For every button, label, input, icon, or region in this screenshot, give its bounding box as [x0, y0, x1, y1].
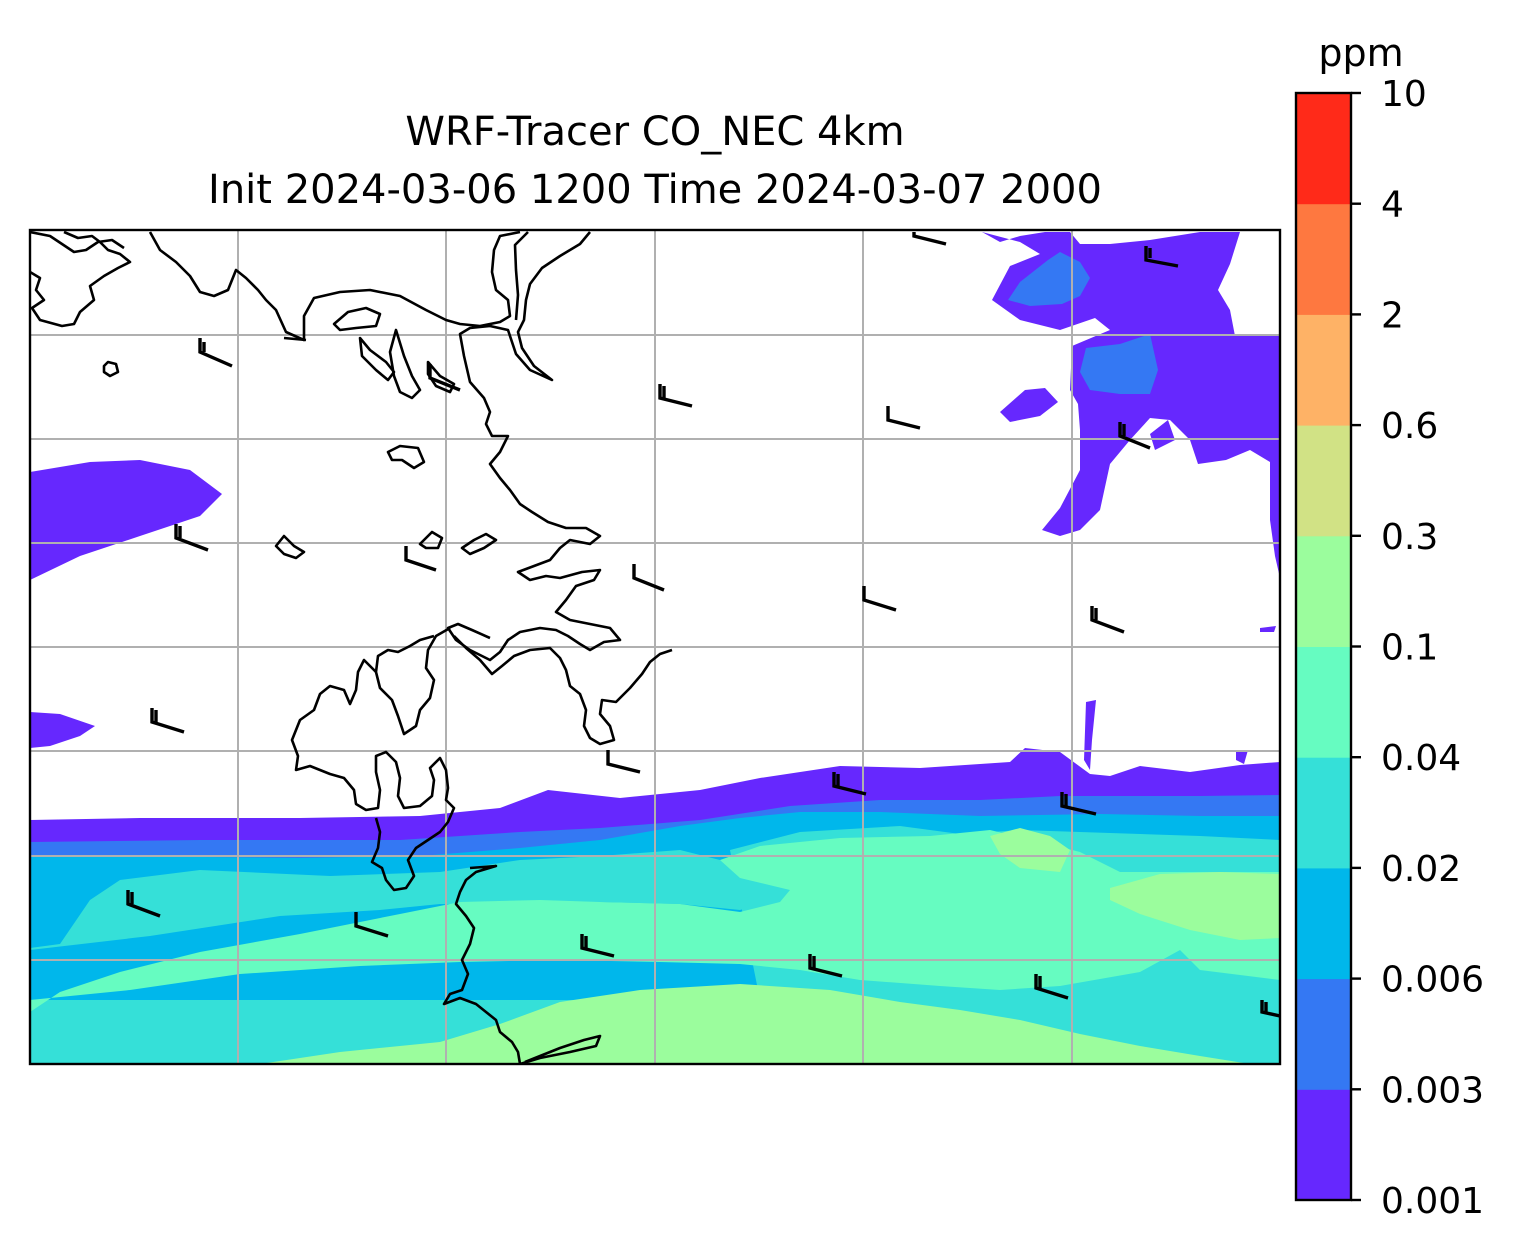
- colorbar-segment: [1296, 867, 1351, 980]
- colorbar-segment: [1296, 646, 1351, 758]
- colorbar-segment: [1296, 757, 1351, 869]
- east-blob: [1236, 750, 1248, 764]
- map-title-line1: WRF-Tracer CO_NEC 4km: [405, 109, 905, 155]
- colorbar-tick-label: 0.04: [1381, 738, 1461, 779]
- northeast-patch-core-1: [1008, 252, 1090, 306]
- wind-barbs: [126, 232, 1280, 1018]
- coastline: [30, 230, 673, 1064]
- colorbar-tick-label: 0.001: [1381, 1181, 1484, 1222]
- colorbar-segment: [1296, 93, 1351, 205]
- colorbar-segment: [1296, 314, 1351, 426]
- colorbar-tick-label: 0.3: [1381, 517, 1438, 558]
- colorbar-segment: [1296, 425, 1351, 537]
- colorbar-tick-label: 0.006: [1381, 960, 1484, 1001]
- northeast-patch: [982, 232, 1280, 578]
- colorbar-unit-label: ppm: [1318, 31, 1403, 75]
- colorbar-segment: [1296, 978, 1351, 1090]
- colorbar-ticks: 0.001 0.003 0.006 0.02 0.04 0.1 0.3 0.6 2 4 10: [1351, 74, 1484, 1222]
- east-spike: [1084, 700, 1096, 770]
- colorbar-tick-label: 0.003: [1381, 1070, 1484, 1111]
- colorbar-segment: [1296, 203, 1351, 315]
- gridlines: [30, 230, 1280, 1064]
- map-panel: [30, 230, 1280, 1064]
- colorbar-tick-label: 0.1: [1381, 628, 1438, 669]
- west-patch-south: [30, 712, 95, 748]
- colorbar-tick-label: 2: [1381, 295, 1404, 336]
- east-edge-sliver: [1260, 626, 1276, 632]
- colorbar-segment: [1296, 1089, 1351, 1201]
- colorbar-segment: [1296, 535, 1351, 647]
- colorbar-tick-label: 0.02: [1381, 849, 1461, 890]
- map-frame: [28, 228, 1282, 1066]
- colorbar-tick-label: 0.6: [1381, 406, 1438, 447]
- concentration-patches: [30, 232, 1280, 770]
- west-patch-north: [30, 460, 222, 580]
- colorbar-tick-label: 10: [1381, 74, 1427, 115]
- colorbar-segments: [1296, 93, 1351, 1201]
- band-0.1: [260, 828, 1280, 1064]
- map-title-line2: Init 2024-03-06 1200 Time 2024-03-07 200…: [208, 167, 1102, 213]
- northeast-patch-core-2: [1080, 334, 1158, 394]
- colorbar-tick-label: 4: [1381, 185, 1404, 226]
- colorbar: 0.001 0.003 0.006 0.02 0.04 0.1 0.3 0.6 2 4 10 ppm: [1294, 31, 1484, 1222]
